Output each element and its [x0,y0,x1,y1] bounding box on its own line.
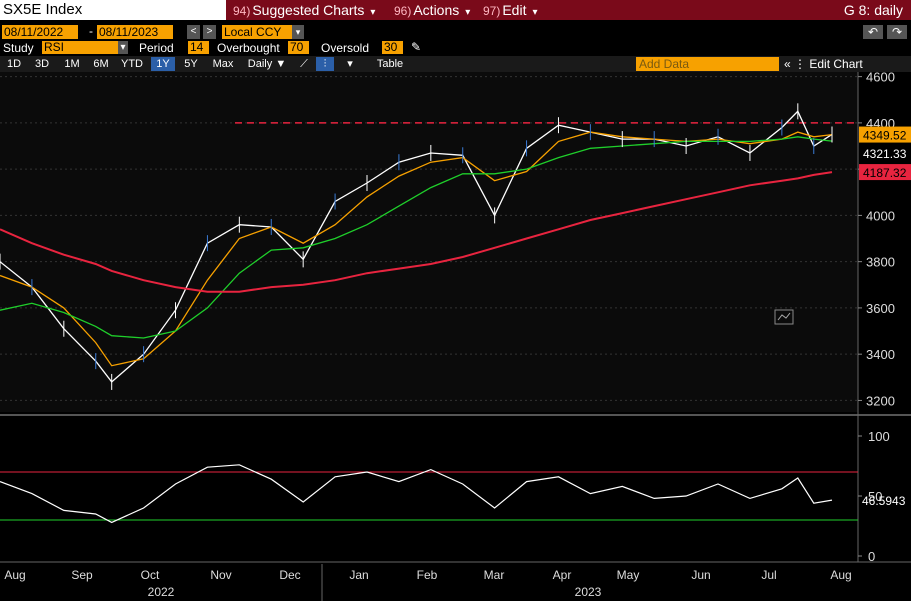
menu-label: Suggested Charts [252,2,365,18]
last-value-ma-mid: 4321.33 [863,147,907,161]
last-value-ma-short-box [859,126,911,143]
line-chart-icon[interactable]: ⟋ [300,58,308,70]
chevron-down-icon: ▾ [532,7,538,18]
period-field[interactable]: 14 [188,41,209,54]
settings-icon: ⋮ [794,57,807,71]
range-tab[interactable]: Max [212,58,234,70]
rsi-y-tick-label: 0 [868,549,875,564]
y-tick-label: 3200 [866,393,895,408]
top-menu-bar: SX5E Index 94) Suggested Charts ▾ 96) Actio… [0,0,911,20]
x-month-label: Jul [761,568,776,582]
window-title: G 8: daily [843,2,903,18]
ma-long-line [0,171,833,293]
y-tick-label: 3600 [866,301,895,316]
study-select[interactable]: RSI [42,41,126,54]
add-data-input[interactable]: Add Data [636,57,779,71]
prev-period-button[interactable]: < [187,25,200,39]
edit-chart-button[interactable]: « ⋮ Edit Chart [784,57,863,71]
period-label: Period [139,41,174,55]
range-tab[interactable]: 6M [93,58,109,70]
price-chart[interactable]: 3200340036003800400042004400460005010043… [0,72,911,601]
candlestick-icon[interactable]: ⫶ [316,57,334,71]
end-date-field[interactable]: 08/11/2023 [97,25,173,39]
last-value-ma-short: 4349.52 [863,129,907,143]
next-period-button[interactable]: > [203,25,216,39]
chevron-down-icon: ▾ [292,25,304,39]
x-month-label: Oct [141,568,160,582]
date-range-bar: 08/11/2022 - 08/11/2023 < > Local CCY ▾ ↶… [0,22,911,40]
range-tab[interactable]: 3D [34,58,50,70]
actions-menu[interactable]: 96) Actions ▾ [394,0,470,20]
menu-number: 97) [483,4,501,18]
last-value-ma-long: 4187.32 [863,166,907,180]
x-month-label: Jan [349,568,368,582]
rsi-plot-area [0,420,858,562]
x-month-label: Apr [553,568,572,582]
last-value-ma-long-box [859,164,911,181]
overbought-field[interactable]: 70 [288,41,309,54]
x-month-label: Feb [417,568,438,582]
x-year-label: 2023 [575,585,602,599]
rsi-y-tick-label: 50 [868,489,882,504]
currency-value: Local CCY [224,25,282,39]
range-tab[interactable]: 5Y [184,58,198,70]
collapse-icon: « [784,57,791,71]
x-month-label: Jun [691,568,710,582]
chevron-down-icon[interactable]: ▾ [118,41,128,54]
range-tab[interactable]: 1M [64,58,80,70]
x-month-label: Mar [484,568,505,582]
undo-button[interactable]: ↶ [863,25,883,39]
overbought-label: Overbought [217,41,280,55]
ticker-field[interactable]: SX5E Index [0,0,226,20]
frequency-value: Daily [247,58,273,70]
range-tab[interactable]: YTD [121,58,143,70]
start-date-field[interactable]: 08/11/2022 [2,25,78,39]
x-month-label: May [617,568,640,582]
x-month-label: Aug [830,568,851,582]
rsi-y-tick-label: 100 [868,429,890,444]
chevron-down-icon: ▼ [275,58,287,70]
range-tab-selected[interactable]: 1Y [151,57,175,71]
ma-mid-line [0,136,833,339]
y-tick-label: 3800 [866,255,895,270]
menu-number: 96) [394,4,412,18]
y-tick-label: 4600 [866,72,895,85]
x-month-label: Dec [279,568,300,582]
pencil-icon[interactable]: ✎ [411,40,422,54]
menu-number: 94) [233,4,251,18]
oversold-field[interactable]: 30 [382,41,403,54]
chevron-down-icon[interactable]: ▾ [347,58,353,70]
y-tick-label: 4000 [866,208,895,223]
rsi-line [0,464,833,524]
redo-button[interactable]: ↷ [887,25,907,39]
rsi-last-value: 46.5943 [862,494,906,508]
x-month-label: Nov [210,568,231,582]
x-year-label: 2022 [148,585,175,599]
chevron-down-icon: ▾ [465,7,471,18]
edit-menu[interactable]: 97) Edit ▾ [483,0,538,20]
range-bar: 1D 3D 1M 6M YTD 1Y 5Y Max Daily ▼ ⟋ ⫶ ▾ … [0,56,911,72]
x-month-label: Aug [4,568,25,582]
edit-chart-label: Edit Chart [809,57,863,71]
date-separator: - [89,24,93,38]
study-label: Study [3,41,34,55]
y-tick-label: 3400 [866,347,895,362]
oversold-label: Oversold [321,41,370,55]
menu-label: Actions [413,2,460,18]
currency-select[interactable]: Local CCY ▾ [222,25,304,39]
study-bar: Study RSI ▾ Period 14 Overbought 70 Over… [0,40,911,56]
chart-type-widget [774,309,794,325]
suggested-charts-menu[interactable]: 94) Suggested Charts ▾ [233,0,375,20]
line-chart-icon [777,312,791,321]
frequency-select[interactable]: Daily ▼ [242,57,292,71]
menu-label: Edit [502,2,527,18]
chevron-down-icon: ▾ [370,7,376,18]
range-tab[interactable]: 1D [6,58,22,70]
x-month-label: Sep [71,568,93,582]
table-button[interactable]: Table [376,58,404,70]
ma-short-line [0,131,833,367]
